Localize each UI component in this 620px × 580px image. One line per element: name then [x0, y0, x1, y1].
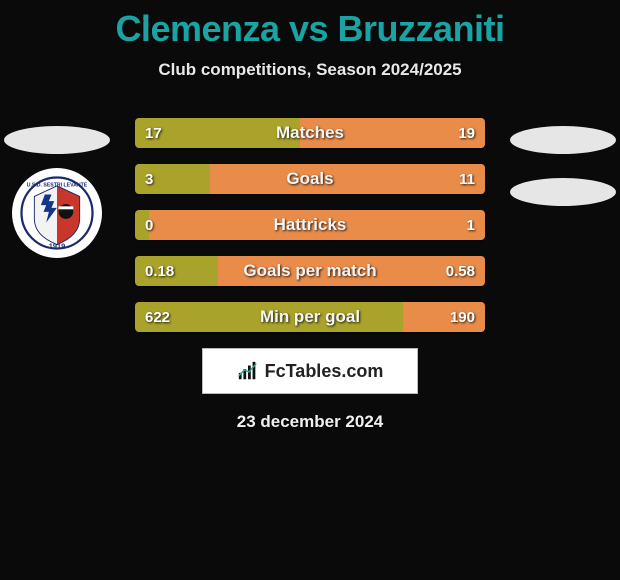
- stat-row: Matches1719: [135, 118, 485, 148]
- svg-text:U.S.D. SESTRI LEVANTE: U.S.D. SESTRI LEVANTE: [27, 182, 88, 188]
- bar-right: [300, 118, 485, 148]
- bar-left: [135, 164, 210, 194]
- comparison-area: U.S.D. SESTRI LEVANTE 1919 Matches1719 Go…: [0, 118, 620, 432]
- right-club-ellipse: [510, 178, 616, 206]
- right-player-column: [508, 126, 618, 206]
- bar-left: [135, 118, 300, 148]
- bar-right: [218, 256, 485, 286]
- bar-left: [135, 210, 149, 240]
- page-subtitle: Club competitions, Season 2024/2025: [0, 60, 620, 80]
- stat-rows: Matches1719 Goals311 Hattricks01 Goals per …: [135, 118, 485, 332]
- left-club-badge: U.S.D. SESTRI LEVANTE 1919: [12, 168, 102, 258]
- shield-icon: U.S.D. SESTRI LEVANTE 1919: [20, 176, 94, 250]
- date-text: 23 december 2024: [0, 412, 620, 432]
- stat-row: Hattricks01: [135, 210, 485, 240]
- page-title: Clemenza vs Bruzzaniti: [0, 0, 620, 50]
- stat-row: Goals per match0.180.58: [135, 256, 485, 286]
- attribution-text: FcTables.com: [265, 361, 384, 382]
- barchart-icon: [237, 360, 259, 382]
- svg-text:1919: 1919: [49, 242, 65, 250]
- bar-left: [135, 302, 403, 332]
- bar-right: [403, 302, 485, 332]
- right-player-ellipse: [510, 126, 616, 154]
- stat-row: Min per goal622190: [135, 302, 485, 332]
- left-player-ellipse: [4, 126, 110, 154]
- left-player-column: U.S.D. SESTRI LEVANTE 1919: [2, 126, 112, 258]
- attribution-box: FcTables.com: [202, 348, 418, 394]
- bar-right: [210, 164, 485, 194]
- stat-row: Goals311: [135, 164, 485, 194]
- bar-right: [149, 210, 485, 240]
- bar-left: [135, 256, 218, 286]
